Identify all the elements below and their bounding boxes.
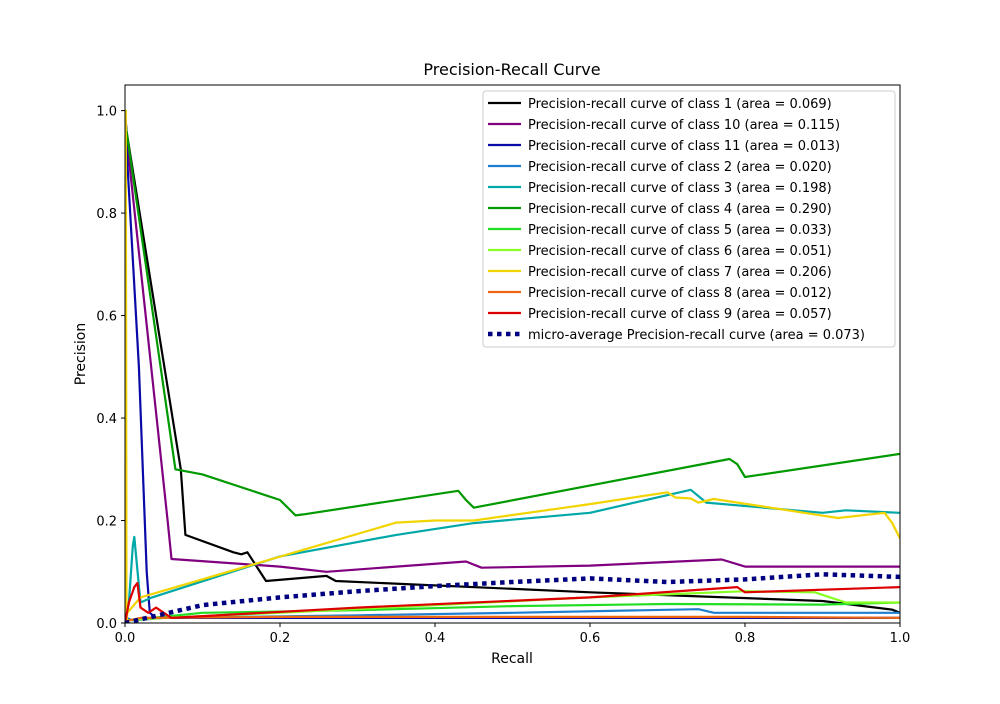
x-tick-label: 0.8: [735, 631, 756, 646]
plot-area: [125, 109, 900, 623]
legend-label: micro-average Precision-recall curve (ar…: [528, 328, 865, 343]
legend-label: Precision-recall curve of class 9 (area …: [528, 307, 832, 322]
legend-box: [482, 90, 896, 348]
x-tick-label: 0.4: [425, 631, 446, 646]
x-tick-label: 0.6: [580, 631, 601, 646]
axes-frame: [124, 84, 901, 624]
series-line-10: [125, 615, 900, 623]
legend-label: Precision-recall curve of class 7 (area …: [528, 265, 832, 280]
series-line-11: [125, 581, 900, 623]
series-line-2: [125, 110, 900, 573]
axes: 0.0 0.2 0.4 0.6 0.8 1.0 0.0 0.2 0.4 0.6 0.8 1.0: [96, 84, 911, 646]
legend-label: Precision-recall curve of class 1 (area …: [528, 97, 832, 112]
series-line-6: [125, 120, 900, 517]
legend-label: Precision-recall curve of class 4 (area …: [528, 202, 832, 217]
legend-label: Precision-recall curve of class 8 (area …: [528, 286, 832, 301]
y-tick-label: 0.0: [96, 617, 117, 632]
legend-label: Precision-recall curve of class 11 (area…: [528, 139, 840, 154]
series-line-1: [125, 110, 900, 614]
legend-label: Precision-recall curve of class 5 (area …: [528, 223, 832, 238]
legend-label: Precision-recall curve of class 3 (area …: [528, 181, 832, 196]
y-tick-label: 0.2: [96, 515, 117, 530]
series-line-12: [125, 572, 900, 623]
x-axis-label: Recall: [491, 651, 533, 667]
y-axis-label: Precision: [73, 323, 89, 385]
x-tick-label: 1.0: [890, 631, 911, 646]
legend-label: Precision-recall curve of class 10 (area…: [528, 118, 840, 133]
y-tick-label: 0.8: [96, 207, 117, 222]
y-tick-label: 0.4: [96, 412, 117, 427]
legend: Precision-recall curve of class 1 (area …: [482, 90, 896, 348]
chart-title: Precision-Recall Curve: [423, 60, 600, 79]
x-tick-label: 0.0: [115, 631, 136, 646]
legend-label: Precision-recall curve of class 2 (area …: [528, 160, 832, 175]
legend-label: Precision-recall curve of class 6 (area …: [528, 244, 832, 259]
y-tick-label: 1.0: [96, 105, 117, 120]
y-tick-label: 0.6: [96, 310, 117, 325]
x-tick-label: 0.2: [270, 631, 291, 646]
